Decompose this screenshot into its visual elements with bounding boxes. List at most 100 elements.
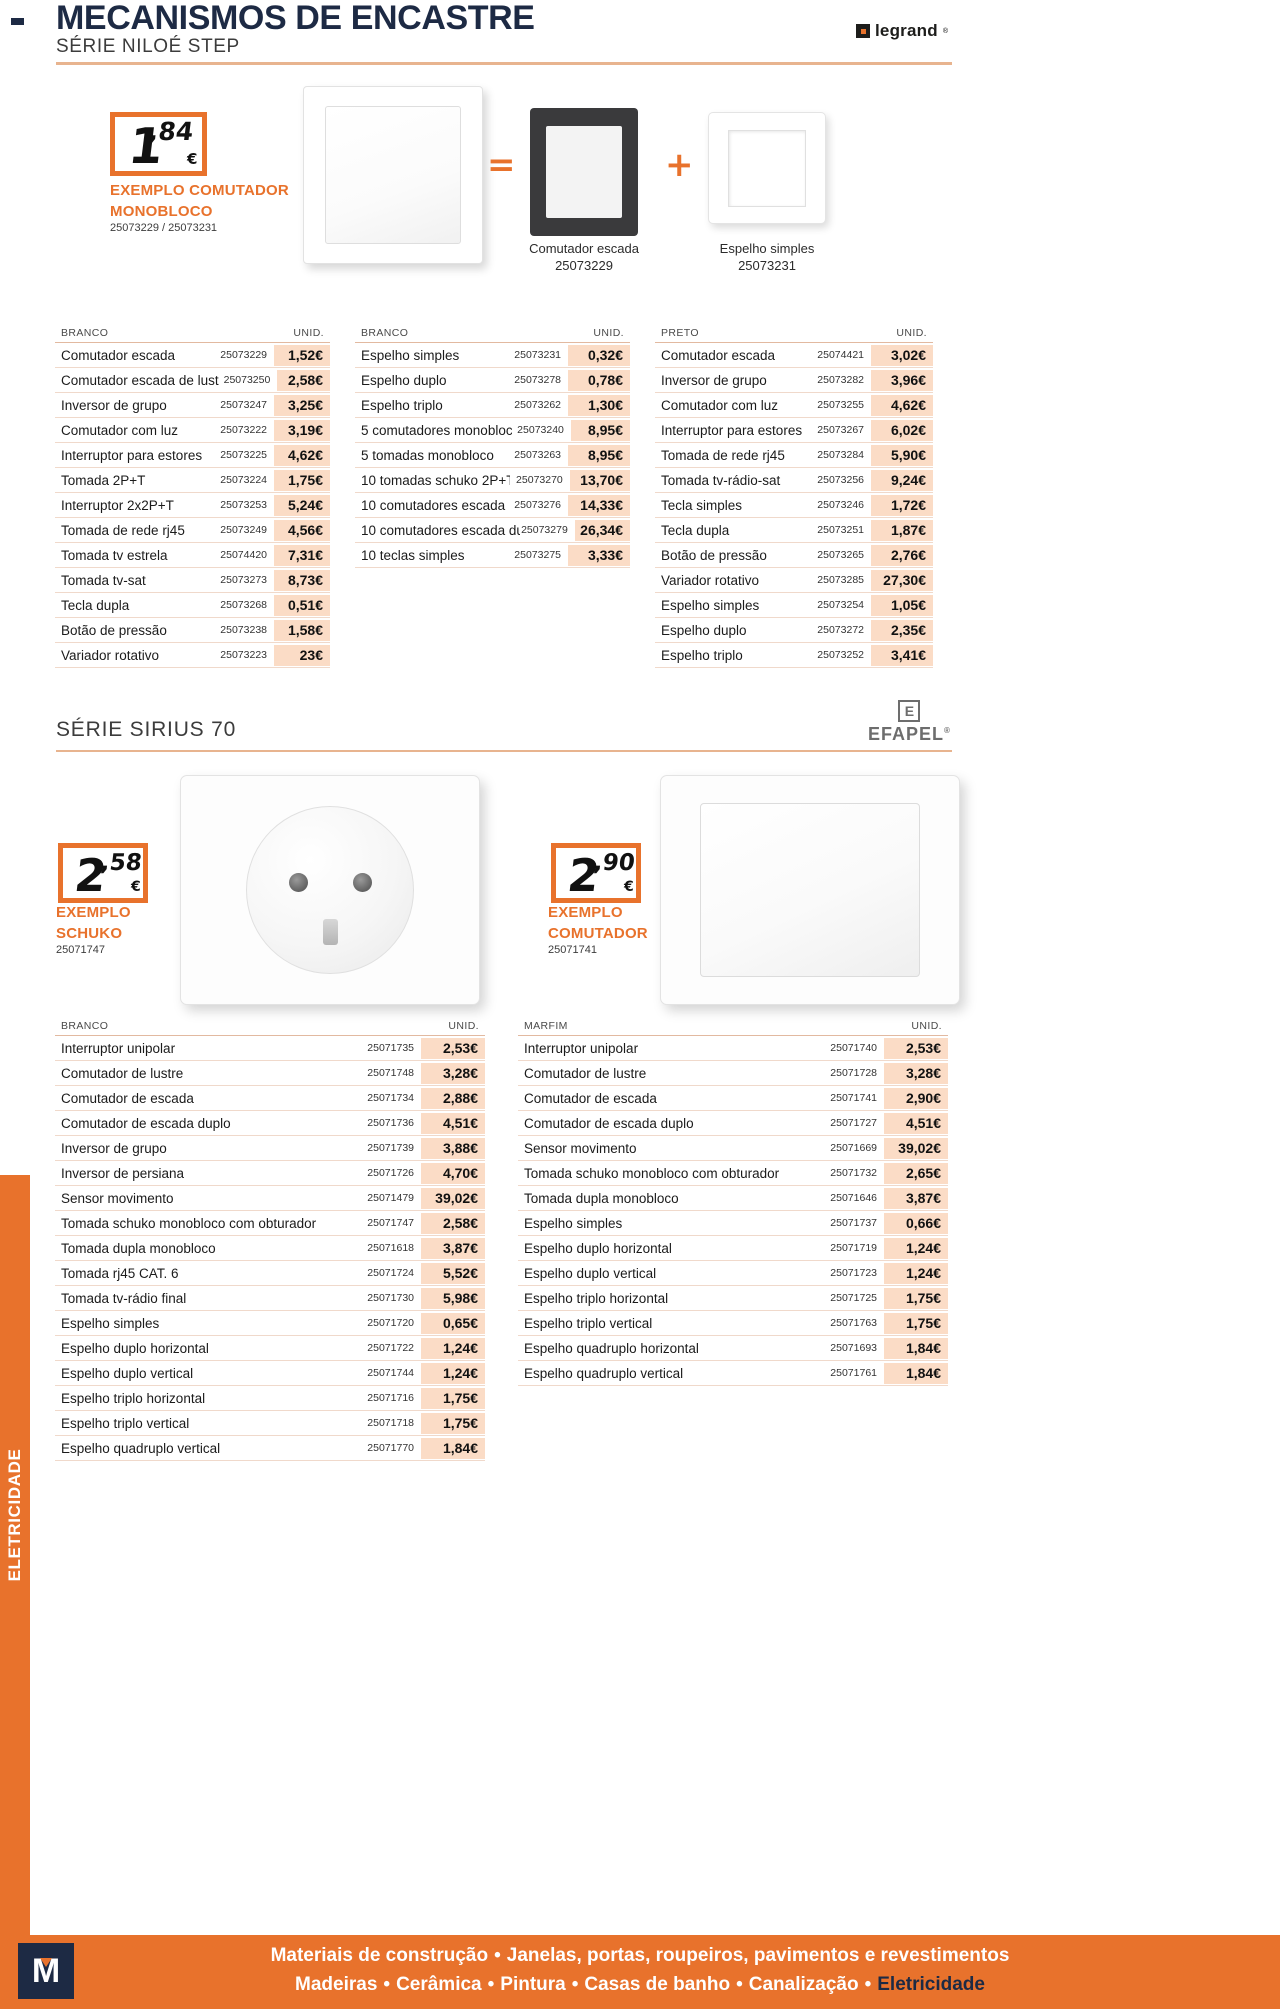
row-product-price: 2,90€ (884, 1087, 948, 1109)
table-row: Tomada schuko monobloco com obturador 250… (55, 1211, 485, 1236)
table-row: Tomada schuko monobloco com obturador 250… (518, 1161, 948, 1186)
table-row: Espelho simples 25073231 0,32€ (355, 343, 630, 368)
row-product-name: Comutador de escada (61, 1090, 194, 1106)
row-product-name: Comutador de escada duplo (61, 1115, 231, 1131)
row-product-code: 25071725 (830, 1292, 877, 1304)
row-product-code: 25071739 (367, 1142, 414, 1154)
row-product-name: Tomada 2P+T (61, 472, 146, 488)
row-product-name: Comutador com luz (661, 397, 779, 413)
footer-categories: Materiais de construção • Janelas, portas,… (0, 1941, 1280, 1999)
table-row: 10 tomadas schuko 2P+T 25073270 13,70€ (355, 468, 630, 493)
photo-caption-espelho-name: Espelho simples (719, 241, 815, 256)
price-currency: € (187, 150, 198, 168)
photo-caption-comutador: Comutador escada 25073229 (494, 240, 674, 274)
section-2-title: SÉRIE SIRIUS 70 (56, 718, 237, 741)
row-product-code: 25071693 (830, 1342, 877, 1354)
row-product-code: 25073267 (817, 424, 864, 436)
legrand-logo: legrand ® (852, 16, 952, 46)
row-product-code: 25071748 (367, 1067, 414, 1079)
footer-cat-janelas: Janelas, portas, roupeiros, pavimentos e… (506, 1945, 1010, 1966)
photo-caption-comutador-code: 25073229 (555, 258, 613, 273)
row-product-code: 25071646 (830, 1192, 877, 1204)
example-2-label-line2: SCHUKO (56, 925, 123, 942)
row-product-price: 39,02€ (884, 1137, 948, 1159)
row-product-code: 25071728 (830, 1067, 877, 1079)
efapel-wordmark-text: EFAPEL (868, 724, 945, 744)
mecanismo-claw-br (618, 218, 632, 228)
row-product-code: 25071720 (367, 1317, 414, 1329)
row-product-code: 25073262 (514, 399, 561, 411)
row-product-name: Sensor movimento (524, 1140, 637, 1156)
row-product-name: Inversor de persiana (61, 1165, 185, 1181)
row-product-code: 25073255 (817, 399, 864, 411)
row-product-price: 2,35€ (871, 619, 933, 641)
row-product-name: Espelho duplo horizontal (61, 1340, 209, 1356)
row-product-price: 1,87€ (871, 519, 933, 541)
row-product-name: Botão de pressão (661, 547, 767, 563)
row-product-price: 1,75€ (274, 469, 330, 491)
row-product-code: 25071761 (830, 1367, 877, 1379)
table-row: Inversor de grupo 25071739 3,88€ (55, 1136, 485, 1161)
table-row: 10 teclas simples 25073275 3,33€ (355, 543, 630, 568)
row-product-price: 1,58€ (274, 619, 330, 641)
footer-cat-ceramica: Cerâmica (396, 1974, 482, 1995)
row-product-price: 3,28€ (884, 1062, 948, 1084)
row-product-code: 25071618 (367, 1242, 414, 1254)
row-product-code: 25073270 (516, 474, 563, 486)
product-photo-comutador-monobloco (303, 86, 483, 264)
table-row: Tomada tv-sat 25073273 8,73€ (55, 568, 330, 593)
row-product-price: 39,02€ (421, 1187, 485, 1209)
row-product-name: Comutador de lustre (524, 1065, 647, 1081)
row-product-price: 13,70€ (569, 469, 630, 491)
row-product-price: 2,65€ (884, 1162, 948, 1184)
table-row: Sensor movimento 25071669 39,02€ (518, 1136, 948, 1161)
mecanismo-inner (546, 125, 622, 219)
row-product-code: 25073223 (220, 649, 267, 661)
row-product-name: Tomada tv-rádio final (61, 1290, 187, 1306)
table-row: Comutador de escada duplo 25071736 4,51€ (55, 1111, 485, 1136)
price-tag-example-3: 2 ,90 € (551, 843, 641, 903)
row-product-price: 26,34€ (574, 519, 630, 541)
row-product-code: 25073253 (220, 499, 267, 511)
table-row: Comutador de escada 25071741 2,90€ (518, 1086, 948, 1111)
table-body: Comutador escada 25073229 1,52€ Comutador e… (55, 343, 330, 668)
row-product-name: Espelho duplo vertical (524, 1265, 657, 1281)
row-product-name: Comutador de lustre (61, 1065, 184, 1081)
row-product-price: 1,84€ (421, 1437, 485, 1459)
footer-cat-canalizacao: Canalização (748, 1974, 859, 1995)
table-row: Comutador de lustre 25071728 3,28€ (518, 1061, 948, 1086)
table-row: Espelho triplo vertical 25071763 1,75€ (518, 1311, 948, 1336)
row-product-name: Espelho simples (524, 1215, 623, 1231)
row-product-code: 25073276 (514, 499, 561, 511)
row-product-price: 1,75€ (884, 1312, 948, 1334)
table-row: Espelho duplo horizontal 25071719 1,24€ (518, 1236, 948, 1261)
row-product-code: 25071763 (830, 1317, 877, 1329)
example-1-label-line2: MONOBLOCO (110, 203, 213, 220)
row-product-price: 3,02€ (871, 344, 933, 366)
row-product-code: 25073275 (514, 549, 561, 561)
row-product-name: Comutador de escada duplo (524, 1115, 694, 1131)
row-product-name: 10 tomadas schuko 2P+T (361, 472, 510, 488)
table-row: Tomada de rede rj45 25073249 4,56€ (55, 518, 330, 543)
example-1-codes: 25073229 / 25073231 (110, 222, 218, 234)
row-product-name: Tomada de rede rj45 (661, 447, 785, 463)
table-row: Botão de pressão 25073265 2,76€ (655, 543, 933, 568)
row-product-name: Tomada dupla monobloco (524, 1190, 679, 1206)
comutador-rocker-surface (699, 803, 921, 977)
table-row: Espelho quadruplo horizontal 25071693 1,84… (518, 1336, 948, 1361)
row-product-code: 25071723 (830, 1267, 877, 1279)
table-row: Tomada de rede rj45 25073284 5,90€ (655, 443, 933, 468)
row-product-name: Interruptor para estores (61, 447, 203, 463)
table-row: Inversor de grupo 25073282 3,96€ (655, 368, 933, 393)
row-product-price: 4,51€ (421, 1112, 485, 1134)
row-product-code: 25071747 (367, 1217, 414, 1229)
row-product-name: Tomada tv estrela (61, 547, 168, 563)
table-header-label: BRANCO (61, 1020, 109, 1032)
footer-cat-pintura: Pintura (500, 1974, 566, 1995)
table-row: 10 comutadores escada 25073276 14,33€ (355, 493, 630, 518)
table-header-row: PRETO UNID. (655, 327, 933, 343)
row-product-name: 10 teclas simples (361, 547, 465, 563)
table-body: Comutador escada 25074421 3,02€ Inversor de… (655, 343, 933, 668)
table-row: Tomada dupla monobloco 25071646 3,87€ (518, 1186, 948, 1211)
row-product-name: Comutador escada (661, 347, 776, 363)
